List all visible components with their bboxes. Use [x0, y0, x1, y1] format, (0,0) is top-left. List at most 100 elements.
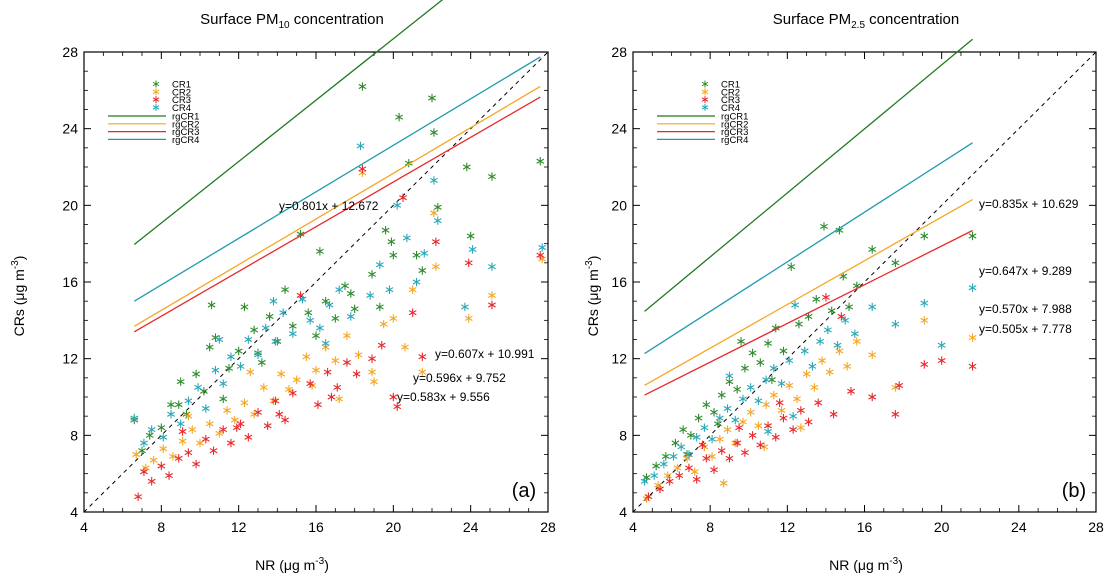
panel-a-cr4-point — [140, 438, 148, 448]
panel-a-cr2-point — [408, 285, 417, 294]
panel-a-x-tick-label: 12 — [231, 519, 247, 535]
panel-b-cr3-point — [748, 431, 757, 440]
panel-b-cr3-point — [740, 448, 749, 457]
panel-b-cr1-point — [748, 348, 757, 358]
panel-b-cr1-point — [794, 319, 803, 329]
panel-a-cr3-point — [219, 425, 228, 434]
panel-a-cr3-point — [201, 434, 210, 444]
panel-a-cr4-point — [412, 277, 421, 287]
panel-b-cr1-point — [771, 323, 780, 333]
panel-a-x-tick-label: 24 — [463, 519, 479, 535]
panel-a-cr1-point — [375, 302, 384, 312]
panel-b-cr1-point — [710, 408, 718, 417]
panel-a-cr2-point — [159, 444, 168, 453]
panel-b-cr4-point — [920, 298, 929, 308]
panel-b-cr1-point — [733, 385, 742, 394]
panel-b-cr4-point — [659, 459, 668, 469]
panel-a-cr1-point — [167, 400, 175, 409]
panel-a-rgcr3-regression-line — [133, 96, 541, 333]
panel-b-cr3-point — [821, 293, 830, 302]
panel-a-legend-marker-cr4 — [152, 103, 160, 111]
panel-a-cr3-point — [165, 471, 173, 480]
panel-b-x-tick-label: 28 — [1088, 519, 1104, 535]
panel-a-cr2-point — [215, 429, 224, 438]
panel-b-cr2-point — [785, 381, 794, 390]
panel-a-cr3-point — [536, 250, 545, 260]
panel-b-cr3-point — [644, 492, 653, 501]
panel-a-cr4-point — [244, 335, 253, 344]
panel-a-legend-label-cr2: CR2 — [172, 87, 191, 98]
panel-a-cr3-point — [184, 448, 193, 457]
panel-a-cr1-point — [430, 128, 438, 137]
panel-a-y-tick-label: 8 — [70, 427, 78, 443]
panel-a-cr1-point — [488, 172, 496, 181]
panel-a-legend-label-cr3: CR3 — [172, 95, 191, 106]
panel-a-cr4-point — [325, 300, 334, 310]
panel-a-cr4-point — [538, 243, 547, 252]
panel-b-cr3-point — [735, 423, 744, 432]
panel-b-cr1-point — [686, 431, 695, 440]
panel-b-rgcr2-regression-line — [644, 199, 973, 386]
panel-b-cr1-point — [652, 461, 661, 471]
panel-a-cr3-point — [464, 258, 473, 268]
panel-a-cr2-point — [188, 425, 197, 434]
panel-a-xlabel: NR (μg m-3) — [255, 556, 329, 573]
panel-b-cr4-point — [692, 433, 701, 442]
panel-b-cr2-point — [746, 408, 755, 417]
panel-b-cr3-point — [775, 398, 784, 407]
panel-b-cr4-point — [746, 383, 755, 392]
panel-b-y-tick-label: 16 — [611, 274, 627, 290]
panel-b-cr3-point — [868, 392, 877, 402]
panel-b-cr4-point — [816, 337, 825, 346]
panel-b-cr3-point — [665, 477, 674, 486]
panel-a-cr3-point — [352, 369, 361, 379]
panel-a-cr4-point — [130, 413, 139, 423]
panel-a-cr1-point — [341, 281, 349, 291]
panel-b-cr2-point — [723, 425, 732, 434]
panel-a-rgcr1-regression-line — [133, 0, 444, 245]
panel-a-legend-label-cr4: CR4 — [172, 103, 191, 114]
panel-a-cr1-point — [321, 296, 330, 306]
panel-b-y-tick-label: 4 — [619, 504, 627, 520]
panel-b-cr2-point — [868, 350, 877, 360]
panel-a-cr1-point — [138, 446, 146, 455]
panel-b-cr3-point — [937, 356, 946, 365]
panel-a-cr4-point — [269, 296, 278, 306]
panel-b-x-tick-label: 4 — [629, 519, 637, 535]
panel-b-x-tick-label: 20 — [934, 519, 950, 535]
panel-b-cr1-point — [891, 258, 900, 268]
panel-a-y-tick-label: 24 — [62, 121, 78, 137]
panel-a-legend-label-rgcr2: rgCR2 — [172, 119, 199, 130]
panel-b-cr3-point — [829, 410, 838, 419]
panel-b-cr4-point — [823, 325, 832, 335]
panel-b-cr4-point — [791, 300, 799, 310]
panel-a-cr3-point — [323, 367, 332, 377]
panel-b-cr3-point — [814, 398, 823, 407]
panel-b-cr2-point — [835, 346, 844, 356]
panel-b-cr4-point — [808, 362, 817, 371]
panel-a-cr1-point — [412, 250, 421, 260]
panel-a: Surface PM10 concentration NR (μg m-3) C… — [10, 0, 556, 573]
panel-b-cr1-point — [713, 419, 722, 429]
panel-a-one-to-one-line — [83, 51, 549, 513]
panel-b-legend-label-rgcr1: rgCR1 — [721, 112, 748, 123]
panel-a-cr4-point — [227, 352, 235, 361]
panel-b-cr4-point — [754, 396, 763, 406]
panel-a-cr2-point — [379, 319, 388, 329]
panel-b-y-tick-label: 20 — [611, 197, 627, 213]
panel-b-xlabel: NR (μg m-3) — [829, 556, 903, 573]
panel-a-cr3-point — [227, 438, 235, 448]
panel-a-cr4-point — [184, 396, 193, 406]
panel-a-cr4-point — [176, 419, 185, 429]
panel-a-cr1-point — [462, 162, 471, 172]
panel-b-cr1-point — [820, 222, 828, 231]
panel-a-cr4-point — [147, 425, 156, 434]
panel-b-cr2-point — [793, 394, 801, 404]
panel-b-legend-marker-cr1 — [701, 80, 709, 88]
panel-b-cr2-point — [762, 400, 771, 409]
panel-a-cr2-point — [464, 314, 473, 323]
panel-a-cr2-point — [302, 352, 311, 361]
panel-a-cr3-point — [358, 164, 367, 174]
panel-b-x-tick-label: 12 — [780, 519, 796, 535]
panel-b-legend-label-cr1: CR1 — [721, 80, 740, 91]
